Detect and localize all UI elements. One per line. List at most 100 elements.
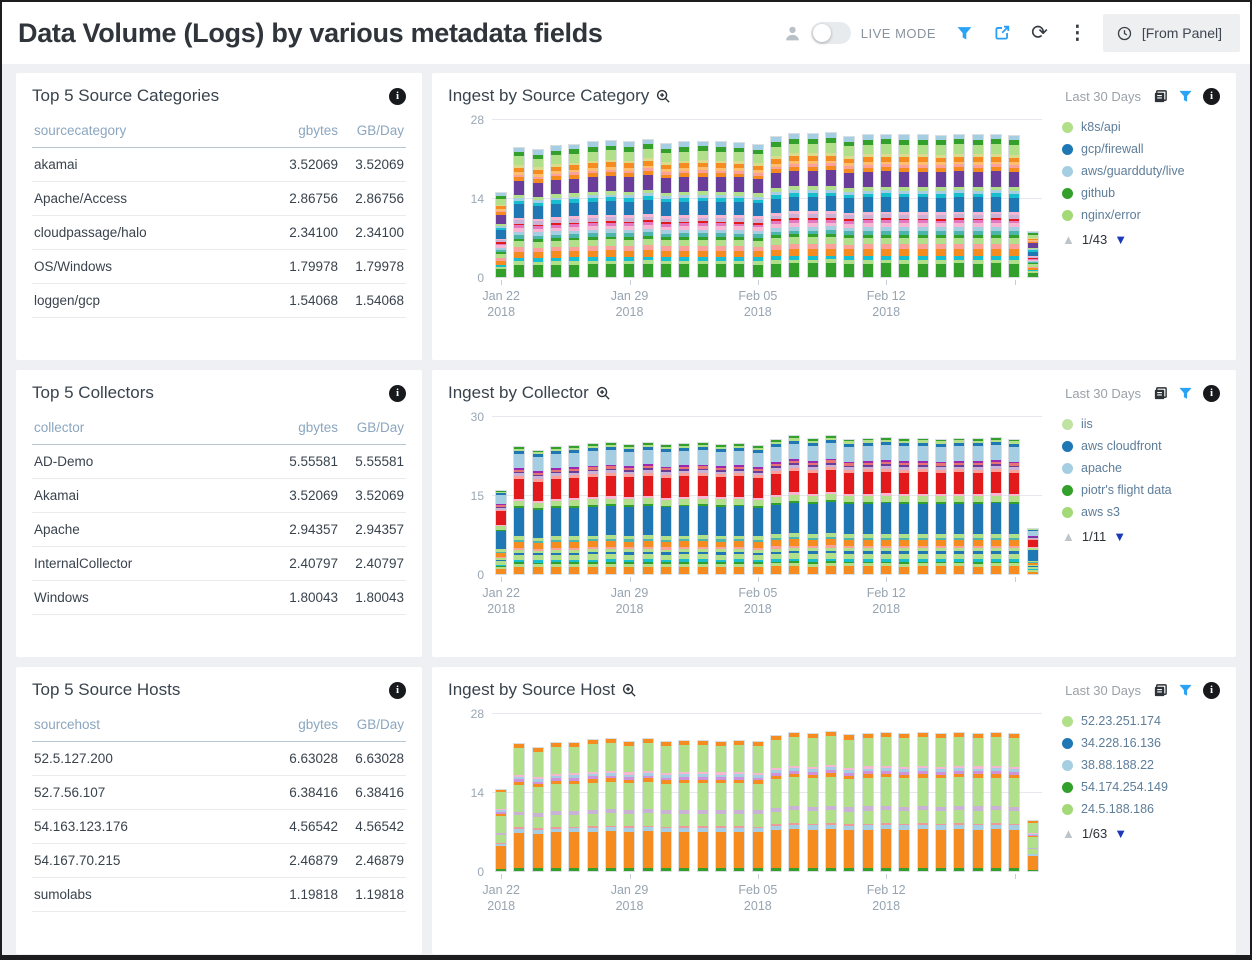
stacked-bar[interactable] bbox=[770, 439, 782, 575]
stacked-bar[interactable] bbox=[788, 732, 800, 873]
legend-item[interactable]: aws s3 bbox=[1062, 505, 1220, 519]
filter-icon[interactable] bbox=[1178, 683, 1193, 698]
stacked-bar[interactable] bbox=[605, 140, 617, 278]
stacked-bar[interactable] bbox=[825, 435, 837, 575]
stacked-bar[interactable] bbox=[953, 438, 965, 575]
stacked-bar[interactable] bbox=[568, 742, 580, 872]
stacked-bar[interactable] bbox=[678, 443, 690, 575]
legend-item[interactable]: aws cloudfront bbox=[1062, 439, 1220, 453]
stacked-bar[interactable] bbox=[788, 133, 800, 278]
table-row[interactable]: 52.7.56.1076.384166.38416 bbox=[32, 776, 406, 810]
share-icon[interactable] bbox=[993, 24, 1011, 42]
stacked-bar[interactable] bbox=[715, 741, 727, 872]
legend-item[interactable]: piotr's flight data bbox=[1062, 483, 1220, 497]
stacked-bar[interactable] bbox=[697, 442, 709, 575]
legend-item[interactable]: github bbox=[1062, 186, 1220, 200]
stacked-bar[interactable] bbox=[715, 444, 727, 575]
stacked-bar[interactable] bbox=[788, 435, 800, 575]
stacked-bar[interactable] bbox=[733, 740, 745, 872]
stacked-bar[interactable] bbox=[935, 733, 947, 872]
stacked-bar[interactable] bbox=[880, 437, 892, 575]
legend-page-up-icon[interactable]: ▲ bbox=[1062, 826, 1075, 841]
legend-item[interactable]: gcp/firewall bbox=[1062, 142, 1220, 156]
legend-item[interactable]: iis bbox=[1062, 417, 1220, 431]
stacked-bar[interactable] bbox=[660, 444, 672, 575]
legend-item[interactable]: 24.5.188.186 bbox=[1062, 802, 1220, 816]
legend-page-down-icon[interactable]: ▼ bbox=[1113, 529, 1126, 544]
stacked-bar[interactable] bbox=[770, 136, 782, 278]
table-row[interactable]: Apache2.943572.94357 bbox=[32, 513, 406, 547]
info-icon[interactable]: i bbox=[389, 88, 406, 105]
table-row[interactable]: akamai3.520693.52069 bbox=[32, 148, 406, 182]
stacked-bar[interactable] bbox=[990, 437, 1002, 575]
info-icon[interactable]: i bbox=[1203, 88, 1220, 105]
table-row[interactable]: Apache/Access2.867562.86756 bbox=[32, 182, 406, 216]
stacked-bar[interactable] bbox=[605, 442, 617, 575]
legend-page-down-icon[interactable]: ▼ bbox=[1114, 232, 1127, 247]
stacked-bar[interactable] bbox=[1008, 439, 1020, 575]
stacked-bar[interactable] bbox=[917, 438, 929, 575]
stacked-bar[interactable] bbox=[752, 445, 764, 575]
filter-icon[interactable] bbox=[1178, 89, 1193, 104]
stacked-bar[interactable] bbox=[807, 133, 819, 278]
time-range-selector[interactable]: [From Panel] bbox=[1103, 14, 1240, 52]
stacked-bar[interactable] bbox=[660, 741, 672, 872]
stacked-bar[interactable] bbox=[1027, 820, 1039, 872]
legend-item[interactable]: 52.23.251.174 bbox=[1062, 714, 1220, 728]
filter-icon[interactable] bbox=[1178, 386, 1193, 401]
legend-item[interactable]: aws/guardduty/live bbox=[1062, 164, 1220, 178]
legend-page-down-icon[interactable]: ▼ bbox=[1114, 826, 1127, 841]
legend-page-up-icon[interactable]: ▲ bbox=[1062, 232, 1075, 247]
info-icon[interactable]: i bbox=[389, 385, 406, 402]
live-mode-toggle[interactable] bbox=[811, 22, 851, 44]
stacked-bar[interactable] bbox=[495, 192, 507, 278]
stacked-bar[interactable] bbox=[660, 143, 672, 278]
stacked-bar[interactable] bbox=[733, 443, 745, 575]
stacked-bar[interactable] bbox=[513, 147, 525, 278]
stacked-bar[interactable] bbox=[587, 443, 599, 575]
stacked-bar[interactable] bbox=[532, 149, 544, 278]
table-row[interactable]: loggen/gcp1.540681.54068 bbox=[32, 284, 406, 318]
table-row[interactable]: sumolabs1.198181.19818 bbox=[32, 878, 406, 912]
legend-item[interactable]: k8s/api bbox=[1062, 120, 1220, 134]
stacked-bar[interactable] bbox=[642, 139, 654, 278]
table-row[interactable]: 54.163.123.1764.565424.56542 bbox=[32, 810, 406, 844]
legend-item[interactable]: 54.174.254.149 bbox=[1062, 780, 1220, 794]
legend-page-up-icon[interactable]: ▲ bbox=[1062, 529, 1075, 544]
table-row[interactable]: OS/Windows1.799781.79978 bbox=[32, 250, 406, 284]
stacked-bar[interactable] bbox=[697, 141, 709, 278]
stacked-bar[interactable] bbox=[587, 739, 599, 872]
table-row[interactable]: 52.5.127.2006.630286.63028 bbox=[32, 742, 406, 776]
stacked-bar[interactable] bbox=[917, 732, 929, 872]
panels-icon[interactable] bbox=[1153, 89, 1168, 104]
stacked-bar[interactable] bbox=[550, 446, 562, 575]
legend-item[interactable]: apache bbox=[1062, 461, 1220, 475]
stacked-bar[interactable] bbox=[623, 444, 635, 575]
filter-icon[interactable] bbox=[956, 25, 973, 42]
stacked-bar[interactable] bbox=[623, 741, 635, 872]
stacked-bar[interactable] bbox=[990, 134, 1002, 278]
table-row[interactable]: Akamai3.520693.52069 bbox=[32, 479, 406, 513]
stacked-bar[interactable] bbox=[532, 450, 544, 575]
stacked-bar[interactable] bbox=[495, 789, 507, 873]
refresh-icon[interactable]: ⟳ bbox=[1031, 23, 1048, 43]
stacked-bar[interactable] bbox=[972, 733, 984, 872]
stacked-bar[interactable] bbox=[990, 732, 1002, 872]
stacked-bar[interactable] bbox=[935, 439, 947, 575]
stacked-bar[interactable] bbox=[807, 733, 819, 872]
stacked-bar[interactable] bbox=[825, 132, 837, 278]
stacked-bar[interactable] bbox=[605, 738, 617, 872]
panels-icon[interactable] bbox=[1153, 386, 1168, 401]
legend-item[interactable]: 34.228.16.136 bbox=[1062, 736, 1220, 750]
stacked-bar[interactable] bbox=[752, 144, 764, 278]
stacked-bar[interactable] bbox=[697, 740, 709, 872]
info-icon[interactable]: i bbox=[1203, 385, 1220, 402]
legend-item[interactable]: nginx/error bbox=[1062, 208, 1220, 222]
stacked-bar[interactable] bbox=[898, 438, 910, 575]
stacked-bar[interactable] bbox=[825, 731, 837, 872]
stacked-bar[interactable] bbox=[880, 732, 892, 873]
stacked-bar[interactable] bbox=[898, 134, 910, 278]
stacked-bar[interactable] bbox=[972, 134, 984, 278]
table-row[interactable]: Windows1.800431.80043 bbox=[32, 581, 406, 615]
info-icon[interactable]: i bbox=[1203, 682, 1220, 699]
